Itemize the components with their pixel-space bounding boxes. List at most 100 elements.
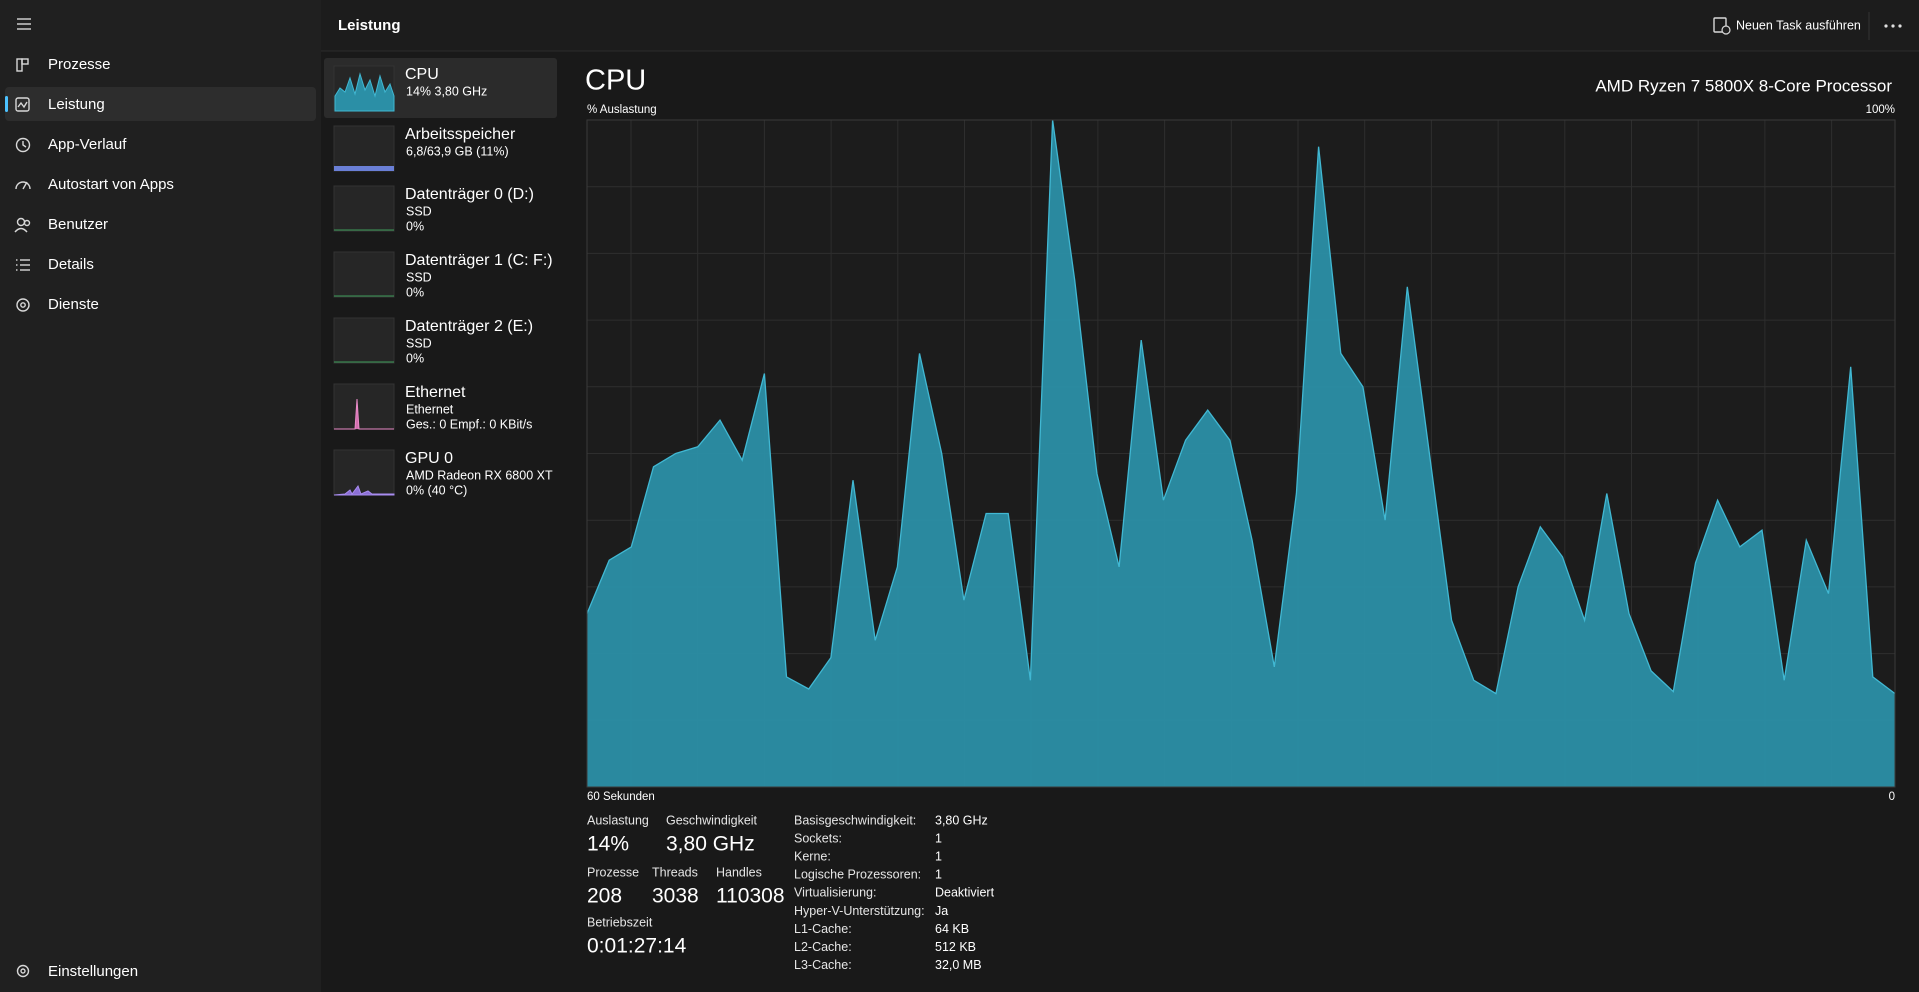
icon	[16, 298, 30, 312]
y-axis-label: % Auslastung	[587, 104, 657, 116]
page-title: Leistung	[338, 17, 401, 34]
icon	[20, 302, 26, 308]
resource-detail: 0%	[406, 219, 424, 233]
sidebar	[0, 0, 321, 992]
icon	[22, 181, 28, 190]
detail-key: Hyper-V-Unterstützung:	[794, 904, 925, 918]
thumbnail	[333, 383, 395, 430]
thumbnail	[333, 317, 395, 364]
stat-value: 3038	[652, 885, 699, 908]
stat-value: 208	[587, 885, 622, 908]
detail-key: L1-Cache:	[794, 922, 852, 936]
cpu-line	[586, 119, 1896, 695]
icon	[22, 141, 27, 148]
cpu-area	[587, 120, 1895, 787]
nav-item-label[interactable]: Dienste	[48, 296, 99, 313]
thumbnail	[333, 125, 395, 172]
nav-item-label[interactable]: App-Verlauf	[48, 136, 127, 153]
detail-value: 1	[935, 831, 942, 845]
detail-value: 512 KB	[935, 940, 976, 954]
detail-value: 1	[935, 868, 942, 882]
nav-item[interactable]: Leistung	[15, 96, 105, 113]
detail-value: 64 KB	[935, 922, 969, 936]
resource-detail: 14% 3,80 GHz	[406, 84, 487, 98]
detail-key: Virtualisierung:	[794, 886, 876, 900]
detail-key: L2-Cache:	[794, 940, 852, 954]
nav-item[interactable]: Dienste	[16, 296, 99, 313]
resource-title[interactable]: Datenträger 0 (D:)	[405, 186, 534, 203]
thumbnail-graph	[334, 72, 395, 112]
x-tick-label: 0	[1889, 791, 1895, 803]
stat-label: Auslastung	[587, 813, 649, 827]
nav-item[interactable]: Autostart von Apps	[15, 176, 174, 193]
nav-item-label[interactable]: Autostart von Apps	[48, 176, 174, 193]
detail-value: 32,0 MB	[935, 958, 982, 972]
stat-label: Betriebszeit	[587, 915, 653, 929]
resource-detail: AMD Radeon RX 6800 XT	[406, 468, 553, 482]
settings-item[interactable]: Einstellungen	[16, 963, 139, 980]
detail-value: Ja	[935, 904, 948, 918]
stat-label: Prozesse	[587, 865, 639, 879]
resource-detail: SSD	[406, 204, 432, 218]
resource-detail: Ges.: 0 Empf.: 0 KBit/s	[406, 417, 532, 431]
resource-title[interactable]: Arbeitsspeicher	[405, 126, 516, 143]
nav-item[interactable]: Prozesse	[16, 56, 111, 73]
nav-item[interactable]: Details	[16, 256, 94, 273]
icon	[14, 227, 28, 233]
nav-item-label[interactable]: Leistung	[48, 96, 105, 113]
chart-border	[586, 119, 1896, 788]
detail-value: 1	[935, 849, 942, 863]
stat-value: 0:01:27:14	[587, 935, 687, 958]
nav-item-label[interactable]: Prozesse	[48, 56, 111, 73]
resource-detail: 0%	[406, 351, 424, 365]
nav-item[interactable]: App-Verlauf	[15, 136, 128, 153]
resource-detail: SSD	[406, 270, 432, 284]
resource-title[interactable]: CPU	[405, 66, 439, 83]
x-tick-label: 60 Sekunden	[587, 791, 655, 803]
resource-title[interactable]: GPU 0	[405, 450, 453, 467]
thumbnail	[333, 449, 395, 496]
resource-detail: 6,8/63,9 GB (11%)	[406, 144, 509, 158]
stat-label: Geschwindigkeit	[666, 813, 758, 827]
stat-value: 14%	[587, 833, 629, 856]
detail-key: Kerne:	[794, 849, 831, 863]
stat-label: Handles	[716, 865, 762, 879]
resource-detail: 0%	[406, 285, 424, 299]
menu-button[interactable]	[17, 18, 31, 30]
resource-title[interactable]: Datenträger 2 (E:)	[405, 318, 533, 335]
chart-subtitle: AMD Ryzen 7 5800X 8-Core Processor	[1595, 76, 1892, 95]
nav-item[interactable]: Benutzer	[14, 216, 108, 233]
resource-title[interactable]: Datenträger 1 (C: F:)	[405, 252, 553, 269]
nav-item-label[interactable]: Details	[48, 256, 94, 273]
thumbnail	[333, 185, 395, 232]
stat-label: Threads	[652, 865, 698, 879]
thumbnail-graph	[333, 484, 395, 496]
thumbnail	[333, 251, 395, 298]
thumbnail-graph	[334, 398, 394, 430]
icon	[21, 58, 29, 65]
chart-title: CPU	[585, 65, 646, 97]
new-task-button[interactable]: Neuen Task ausführen	[1713, 17, 1861, 35]
new-task-label[interactable]: Neuen Task ausführen	[1736, 18, 1861, 32]
detail-key: Sockets:	[794, 831, 842, 845]
settings-label[interactable]: Einstellungen	[48, 963, 138, 980]
resource-title[interactable]: Ethernet	[405, 384, 466, 401]
nav-selected	[5, 87, 316, 121]
stat-value: 110308	[716, 885, 785, 908]
icon	[15, 97, 30, 112]
thumbnail-graph	[334, 166, 394, 171]
nav-item-label[interactable]: Benutzer	[48, 216, 108, 233]
nav-indicator	[5, 96, 8, 112]
detail-key: Logische Prozessoren:	[794, 868, 921, 882]
more-button[interactable]	[1884, 24, 1902, 28]
detail-key: Basisgeschwindigkeit:	[794, 813, 916, 827]
detail-key: L3-Cache:	[794, 958, 852, 972]
